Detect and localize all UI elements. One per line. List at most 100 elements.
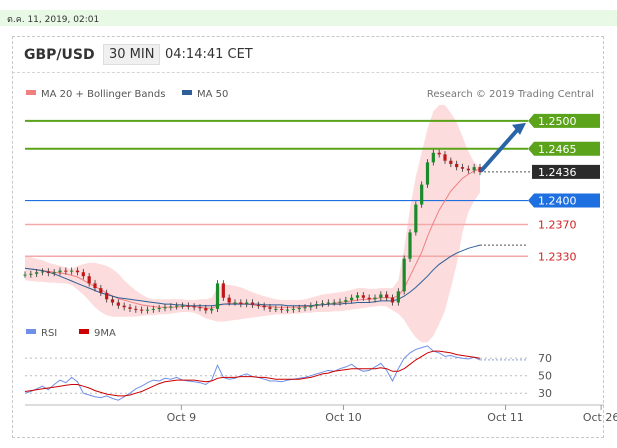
candle-body (93, 283, 97, 289)
candle-body (396, 291, 400, 303)
candle-body (35, 272, 39, 274)
ma50-legend-swatch (182, 90, 192, 95)
candle-body (367, 297, 371, 300)
candle-body (338, 301, 342, 303)
candle-body (221, 283, 225, 298)
candle-body (128, 307, 132, 309)
x-tick-label: Oct 9 (167, 411, 197, 424)
candle-body (361, 295, 365, 298)
candle-body (233, 302, 237, 304)
chart-frame (12, 36, 604, 438)
candle-body (466, 168, 470, 171)
support-label-1.2330: 1.2330 (538, 250, 577, 263)
candle-body (449, 160, 453, 164)
candle-body (420, 184, 424, 205)
candle-body (350, 297, 354, 301)
candle-body (268, 307, 272, 309)
resistance-tag-1.2500 (528, 113, 600, 128)
candle-body (431, 152, 435, 163)
candle-body (414, 204, 418, 233)
support-tag-1.2400 (528, 193, 600, 208)
candle-body (210, 308, 214, 311)
candle-body (180, 305, 185, 307)
timestamp-bar: ต.ค. 11, 2019, 02:01 (0, 10, 617, 26)
candle-body (315, 304, 319, 306)
forecast-arrow-shaft (480, 124, 522, 172)
timeframe-badge[interactable]: 30 MIN (103, 44, 161, 65)
ma9-legend-label: 9MA (94, 328, 116, 339)
candle-body (460, 167, 465, 169)
candle-body (140, 309, 144, 311)
candle-body (145, 309, 150, 311)
candle-body (437, 152, 441, 155)
candle-body (204, 308, 208, 311)
x-tick-label: Oct 26 (583, 411, 617, 424)
candle-body (134, 308, 138, 310)
ma50-legend-label: MA 50 (197, 89, 228, 100)
credit-text: Research © 2019 Trading Central (427, 89, 594, 100)
candle-body (373, 297, 377, 300)
candle-body (478, 167, 482, 172)
candle-body (105, 292, 109, 300)
current-price-label: 1.2436 (538, 166, 577, 179)
candle-body (64, 270, 68, 272)
header-divider (12, 72, 604, 73)
forecast-arrow-head (512, 122, 526, 135)
candle-body (402, 258, 406, 292)
candle-body (175, 305, 179, 307)
candle-body (280, 308, 284, 310)
x-tick-label: Oct 10 (325, 411, 362, 424)
candle-body (46, 271, 50, 274)
candle-body (455, 163, 459, 168)
time-label: 04:14:41 CET (165, 47, 253, 62)
candle-body (390, 297, 395, 303)
candle-body (23, 274, 27, 276)
candle-body (309, 305, 313, 308)
candle-body (99, 288, 103, 293)
candle-body (285, 309, 290, 311)
bollinger-band (25, 105, 480, 343)
symbol-label: GBP/USD (24, 47, 95, 63)
candle-body (239, 302, 243, 305)
candle-body (245, 302, 249, 305)
candle-body (326, 302, 330, 304)
candle-body (29, 273, 33, 275)
candle-body (303, 307, 307, 309)
resistance-label-1.2500: 1.2500 (538, 115, 577, 128)
timestamp: ต.ค. 11, 2019, 02:01 (7, 15, 100, 25)
candle-body (163, 307, 167, 309)
candle-body (472, 167, 476, 171)
candle-body (297, 308, 301, 310)
candle-body (116, 302, 120, 306)
x-axis: Oct 9 Oct 10 Oct 11 Oct 26 (25, 404, 617, 424)
resistance-label-1.2465: 1.2465 (538, 143, 577, 156)
candle-body (157, 308, 161, 310)
ma20-legend-label: MA 20 + Bollinger Bands (41, 89, 165, 100)
candle-body (81, 272, 85, 277)
candle-body (379, 294, 383, 298)
ma9-line (24, 350, 481, 397)
candle-body (75, 270, 80, 273)
candle-body (87, 276, 91, 284)
candle-body (385, 294, 389, 298)
resistance-tag-1.2465 (528, 141, 600, 156)
candle-body (215, 283, 220, 309)
candle-body (52, 272, 56, 274)
rsi-tick-30: 30 (538, 387, 552, 400)
rsi-tick-70: 70 (538, 352, 552, 365)
candle-body (110, 299, 115, 303)
current-price-tag (532, 164, 600, 179)
candle-body (320, 303, 325, 305)
rsi-tick-50: 50 (538, 370, 552, 383)
price-panel: 1.2500 1.2465 1.2436 1.2400 1.2370 1.2330 (23, 105, 600, 343)
candle-body (151, 308, 155, 310)
candle-body (274, 308, 278, 310)
candle-body (408, 232, 412, 259)
candle-body (262, 305, 266, 308)
candle-body (291, 308, 295, 310)
candle-body (70, 270, 74, 272)
candle-body (332, 302, 336, 304)
candle-body (256, 304, 260, 306)
candle-body (122, 305, 126, 308)
